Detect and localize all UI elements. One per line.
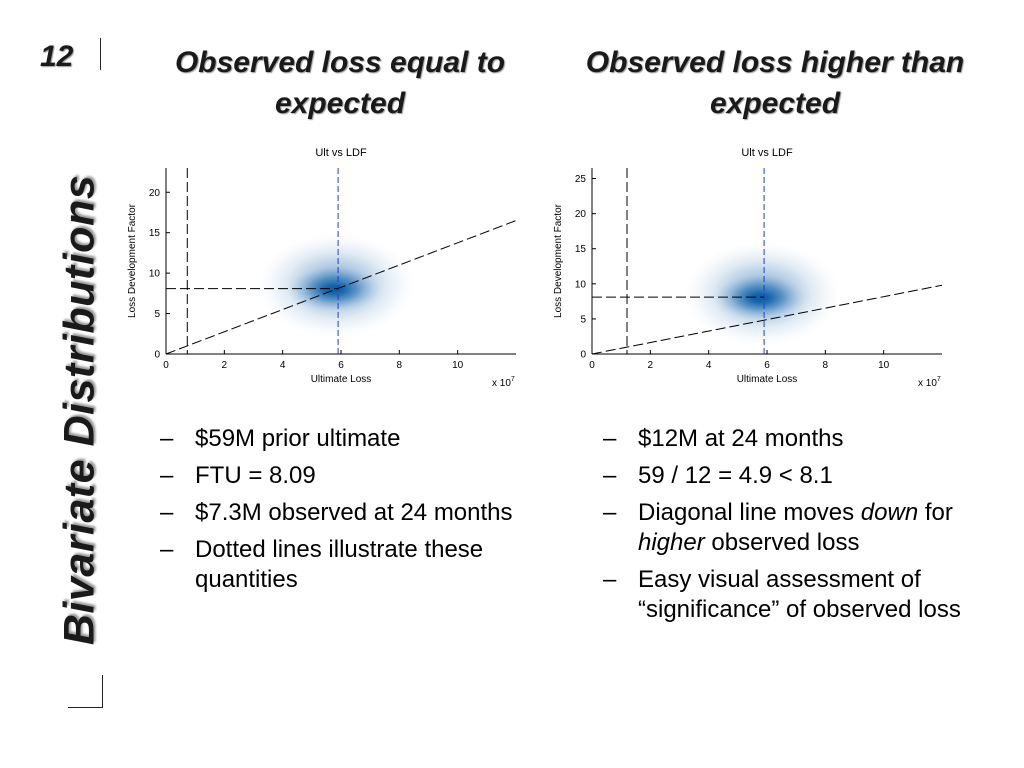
x-axis-multiplier: x 107: [918, 376, 941, 389]
bullet-item: – Diagonal line moves down for higher obs…: [603, 498, 993, 558]
bullet-dash: –: [160, 499, 174, 526]
left-column-heading: Observed loss equal to expected: [174, 46, 506, 120]
bullet-text: 59 / 12 = 4.9 < 8.1: [638, 462, 833, 489]
bullet-item: –59 / 12 = 4.9 < 8.1: [603, 461, 993, 491]
chart-title: Ult vs LDF: [741, 147, 793, 159]
bullet-item: – $59M prior ultimate: [160, 424, 550, 454]
bullet-text: FTU = 8.09: [195, 462, 316, 489]
y-tick-label: 20: [149, 188, 161, 199]
right-bullet-list: – $12M at 24 months –59 / 12 = 4.9 < 8.1– D…: [603, 424, 993, 632]
bullet-text: $59M prior ultimate: [195, 425, 401, 452]
corner-bracket-bottom: [68, 675, 103, 708]
x-tick-label: 6: [338, 360, 344, 371]
x-tick-label: 0: [163, 360, 169, 371]
y-tick-label: 0: [154, 350, 160, 361]
bullet-text: Dotted lines illustrate these quantities: [195, 536, 484, 593]
corner-bracket-top: [100, 38, 101, 70]
bullet-dash: –: [603, 425, 617, 452]
x-tick-label: 0: [589, 360, 595, 371]
x-tick-label: 4: [280, 360, 286, 371]
x-tick-label: 10: [878, 360, 890, 371]
y-tick-label: 0: [580, 350, 586, 361]
y-axis-label: Loss Development Factor: [127, 203, 138, 318]
y-tick-label: 5: [154, 309, 160, 320]
bullet-dash: –: [603, 462, 617, 489]
bullet-text: Easy visual assessment of “significance”…: [638, 566, 961, 623]
bullet-text: observed loss: [704, 529, 860, 556]
right-column-heading: Observed loss higher than expected: [585, 46, 965, 120]
bullet-dash: –: [160, 425, 174, 452]
x-tick-label: 10: [452, 360, 464, 371]
x-tick-label: 2: [648, 360, 654, 371]
x-axis-label: Ultimate Loss: [737, 374, 798, 385]
x-axis-multiplier: x 107: [492, 376, 515, 389]
bullet-emphasis: down: [860, 499, 919, 526]
x-tick-label: 4: [706, 360, 712, 371]
right-chart: Ult vs LDF 0 2 4 6 8 10 0 5 10 15 20 25 Ultimate Loss…: [553, 147, 943, 389]
bullet-dash: –: [603, 566, 617, 593]
side-title: Bivariate Distributions: [55, 174, 104, 646]
bullet-text: for: [918, 499, 953, 526]
x-tick-label: 2: [222, 360, 228, 371]
y-tick-label: 20: [575, 209, 587, 220]
bullet-item: – Dotted lines illustrate these quantitie…: [160, 535, 550, 595]
bullet-dash: –: [160, 462, 174, 489]
x-tick-label: 8: [397, 360, 403, 371]
density-core: [288, 267, 381, 312]
diagonal-line: [165, 220, 517, 355]
x-tick-label: 8: [823, 360, 829, 371]
bullet-emphasis: higher: [638, 529, 705, 556]
y-axis-label: Loss Development Factor: [553, 203, 564, 318]
bullet-text: $12M at 24 months: [638, 425, 844, 452]
y-tick-label: 15: [149, 228, 161, 239]
x-axis-label: Ultimate Loss: [311, 374, 372, 385]
bullet-dash: –: [160, 536, 174, 563]
bullet-dash: –: [603, 499, 617, 526]
density-core: [714, 275, 807, 320]
slide-number: 12: [40, 40, 74, 73]
y-tick-label: 10: [149, 269, 161, 280]
diagonal-line: [591, 284, 943, 355]
chart-title: Ult vs LDF: [315, 147, 367, 159]
bullet-item: – Easy visual assessment of “significance…: [603, 565, 993, 625]
bullet-item: – $7.3M observed at 24 months: [160, 498, 550, 528]
y-tick-label: 10: [575, 279, 587, 290]
y-tick-label: 25: [575, 174, 587, 185]
bullet-item: – FTU = 8.09: [160, 461, 550, 491]
x-tick-label: 6: [764, 360, 770, 371]
bullet-text: $7.3M observed at 24 months: [195, 499, 513, 526]
left-bullet-list: – $59M prior ultimate – FTU = 8.09– $7.3M ob…: [160, 424, 550, 602]
bullet-text: Diagonal line moves: [638, 499, 861, 526]
bullet-item: – $12M at 24 months: [603, 424, 993, 454]
left-chart: Ult vs LDF 0 2 4 6 8 10 0 5 10 15 20 Ultimate Loss x …: [127, 147, 517, 389]
x-axis-multiplier-exponent: 7: [937, 376, 941, 383]
y-tick-label: 15: [575, 244, 587, 255]
x-axis-multiplier-exponent: 7: [511, 376, 515, 383]
y-tick-label: 5: [580, 314, 586, 325]
